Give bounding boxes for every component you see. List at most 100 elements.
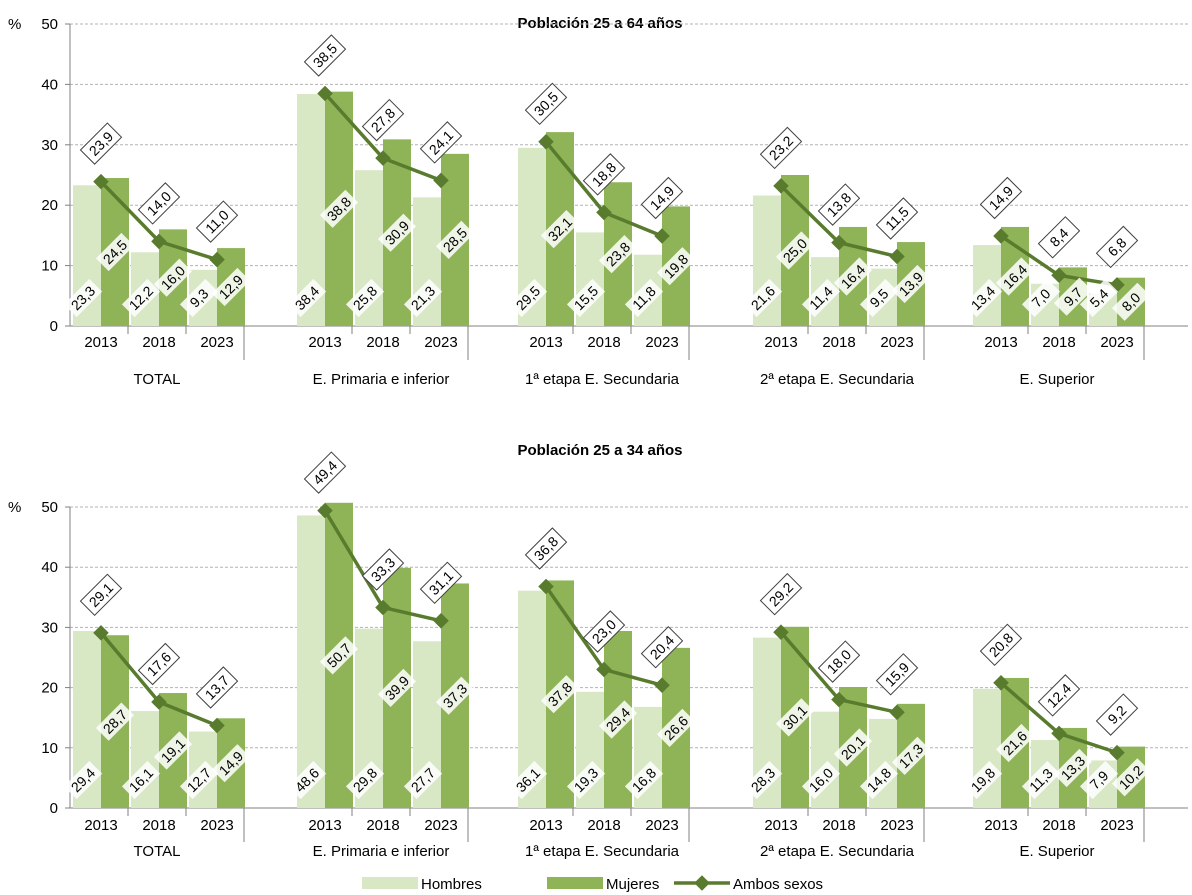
data-label-ambos-sexos-box bbox=[195, 666, 239, 709]
data-label-ambos-sexos: 23,9 bbox=[79, 122, 123, 165]
y-tick-label: 30 bbox=[41, 619, 58, 636]
data-label-mujeres-bg bbox=[1053, 748, 1093, 788]
data-label-hombres-bg bbox=[179, 760, 219, 800]
data-label-ambos-sexos-box bbox=[759, 126, 803, 170]
data-label-mujeres-bg bbox=[435, 220, 475, 259]
group-label: 1ª etapa E. Secundaria bbox=[525, 843, 680, 860]
legend-label-ambos: Ambos sexos bbox=[733, 876, 823, 893]
y-axis-unit: % bbox=[8, 499, 21, 516]
data-label-ambos-sexos-box bbox=[759, 572, 803, 616]
data-label-mujeres-bg bbox=[95, 702, 135, 741]
year-tick-label: 2013 bbox=[84, 334, 117, 351]
data-label-ambos-sexos-box bbox=[137, 642, 181, 686]
y-tick-label: 40 bbox=[41, 559, 58, 576]
data-label-ambos-sexos: 18,0 bbox=[817, 640, 861, 683]
year-tick-label: 2013 bbox=[308, 817, 341, 834]
data-label-ambos-sexos-box bbox=[419, 561, 463, 605]
legend-swatch-mujeres bbox=[547, 877, 603, 889]
point-ambos-sexos bbox=[93, 625, 109, 641]
data-label-mujeres-bg bbox=[598, 235, 638, 274]
data-label-ambos-sexos: 17,6 bbox=[137, 642, 181, 686]
year-tick-label: 2018 bbox=[1042, 817, 1075, 834]
year-tick-label: 2018 bbox=[366, 334, 399, 351]
data-label-mujeres-bg bbox=[435, 676, 475, 715]
data-label-hombres: 9,3 bbox=[179, 278, 219, 318]
y-axis-unit: % bbox=[8, 16, 21, 33]
y-tick-label: 20 bbox=[41, 197, 58, 214]
point-ambos-sexos bbox=[654, 228, 670, 244]
point-ambos-sexos bbox=[433, 613, 449, 629]
year-tick-label: 2018 bbox=[822, 334, 855, 351]
data-label-hombres: 23,3 bbox=[63, 278, 103, 318]
data-label-hombres-bg bbox=[63, 760, 103, 800]
data-label-ambos-sexos: 30,5 bbox=[524, 82, 568, 126]
year-tick-label: 2018 bbox=[587, 334, 620, 351]
data-label-hombres-bg bbox=[859, 760, 899, 800]
group-label: E. Primaria e inferior bbox=[313, 371, 450, 388]
data-label-hombres: 15,5 bbox=[566, 278, 606, 318]
data-label-mujeres-bg bbox=[1053, 277, 1093, 316]
data-label-hombres-bg bbox=[859, 278, 899, 318]
group-label: TOTAL bbox=[134, 843, 181, 860]
legend-label-mujeres: Mujeres bbox=[606, 876, 659, 893]
data-label-ambos-sexos: 36,8 bbox=[524, 527, 568, 570]
data-label-ambos-sexos: 18,8 bbox=[582, 153, 626, 196]
data-label-ambos-sexos-box bbox=[137, 182, 181, 225]
data-label-ambos-sexos-box bbox=[979, 623, 1023, 667]
data-label-hombres-bg bbox=[1021, 278, 1061, 318]
y-tick-label: 20 bbox=[41, 680, 58, 697]
year-tick-label: 2018 bbox=[366, 817, 399, 834]
data-label-ambos-sexos-box bbox=[582, 610, 626, 653]
data-label-mujeres: 10,2 bbox=[1111, 758, 1151, 797]
data-label-mujeres-bg bbox=[95, 232, 135, 272]
data-label-ambos-sexos-box bbox=[524, 82, 568, 126]
data-label-ambos-sexos-box bbox=[303, 451, 347, 494]
data-label-hombres-bg bbox=[287, 278, 327, 318]
data-label-mujeres-bg bbox=[891, 264, 931, 304]
data-label-hombres-bg bbox=[1021, 760, 1061, 800]
data-label-hombres-bg bbox=[287, 760, 327, 800]
point-ambos-sexos bbox=[654, 677, 670, 693]
data-label-hombres-bg bbox=[403, 278, 443, 318]
y-tick-label: 0 bbox=[50, 800, 58, 817]
group-label: E. Superior bbox=[1019, 843, 1094, 860]
data-label-mujeres-bg bbox=[211, 267, 251, 307]
data-label-mujeres-bg bbox=[377, 213, 417, 252]
data-label-ambos-sexos-box bbox=[875, 653, 919, 696]
year-tick-label: 2018 bbox=[1042, 334, 1075, 351]
data-label-mujeres-bg bbox=[656, 708, 696, 747]
data-label-ambos-sexos-box bbox=[640, 176, 684, 220]
data-label-ambos-sexos-box bbox=[1037, 674, 1081, 717]
data-label-hombres-bg bbox=[403, 760, 443, 800]
chart-panel-25-64: Población 25 a 64 años%01020304050TOTAL2… bbox=[8, 15, 1188, 388]
point-ambos-sexos bbox=[889, 248, 905, 265]
data-label-mujeres-bg bbox=[377, 668, 417, 707]
data-label-ambos-sexos-box bbox=[1095, 225, 1139, 269]
data-label-hombres: 38,4 bbox=[287, 278, 327, 318]
point-ambos-sexos bbox=[773, 178, 789, 194]
point-ambos-sexos bbox=[1051, 267, 1067, 284]
data-label-ambos-sexos: 27,8 bbox=[361, 98, 405, 142]
data-label-mujeres-bg bbox=[656, 247, 696, 286]
data-label-mujeres-bg bbox=[540, 210, 580, 249]
point-ambos-sexos bbox=[1109, 744, 1125, 761]
year-tick-label: 2013 bbox=[84, 817, 117, 834]
year-tick-label: 2013 bbox=[308, 334, 341, 351]
data-label-ambos-sexos-box bbox=[817, 640, 861, 683]
data-label-ambos-sexos: 9,2 bbox=[1095, 693, 1139, 736]
data-label-mujeres-bg bbox=[891, 736, 931, 775]
legend-label-hombres: Hombres bbox=[421, 876, 482, 893]
data-label-ambos-sexos-box bbox=[640, 625, 684, 669]
group-label: 1ª etapa E. Secundaria bbox=[525, 371, 680, 388]
data-label-hombres-bg bbox=[801, 760, 841, 800]
y-tick-label: 10 bbox=[41, 258, 58, 275]
data-label-mujeres-bg bbox=[540, 675, 580, 714]
data-label-hombres-bg bbox=[121, 278, 161, 318]
point-ambos-sexos bbox=[375, 150, 391, 166]
data-label-mujeres-bg bbox=[319, 189, 359, 228]
data-label-hombres-bg bbox=[801, 278, 841, 318]
year-tick-label: 2023 bbox=[200, 817, 233, 834]
data-label-hombres-bg bbox=[743, 278, 783, 318]
year-tick-label: 2018 bbox=[142, 817, 175, 834]
year-tick-label: 2023 bbox=[424, 817, 457, 834]
